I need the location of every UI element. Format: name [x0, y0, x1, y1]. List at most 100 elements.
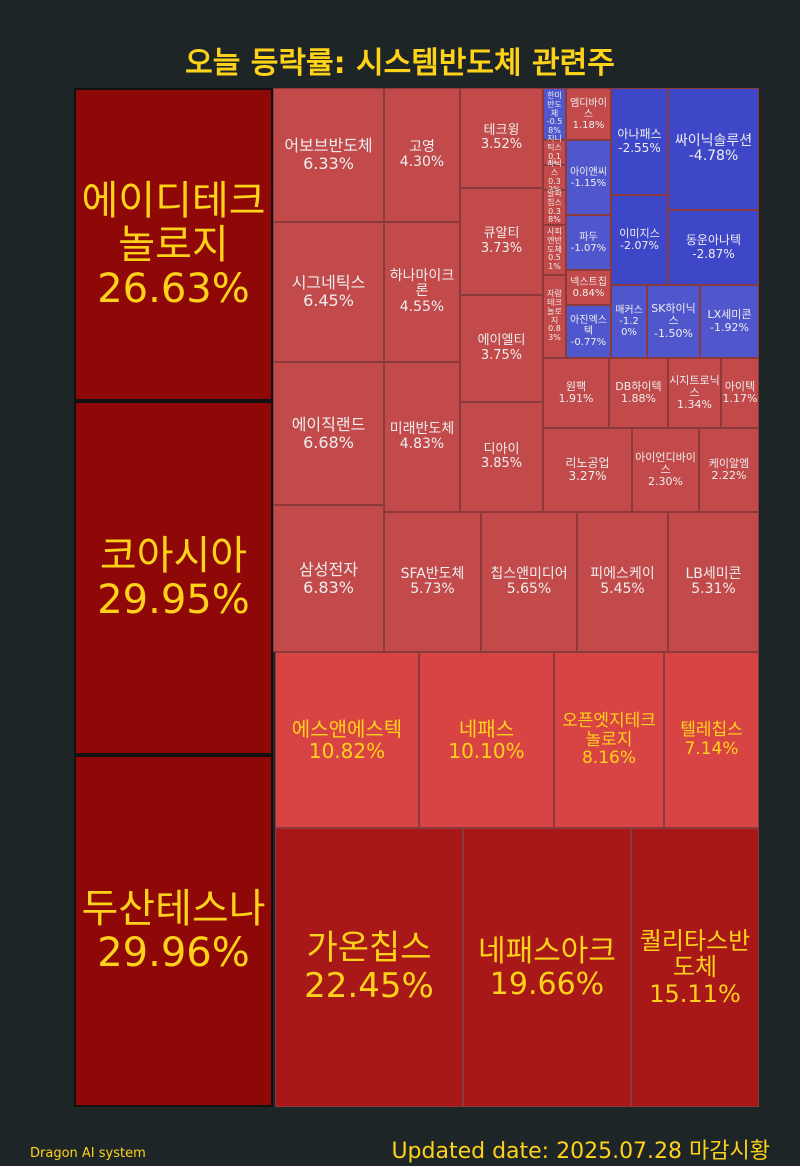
tile: LB세미콘 5.31%	[668, 512, 759, 652]
tile-value: 3.73%	[480, 240, 523, 256]
tile-name: 엠디바이스	[570, 97, 607, 120]
tile-value: 1.88%	[621, 392, 656, 405]
tile-value: 1.18%	[572, 119, 605, 131]
tile-value: 2.30%	[648, 475, 683, 489]
tile-value: 26.63%	[97, 265, 250, 312]
tile-value: -2.87%	[692, 246, 735, 261]
tile-name: 시그네틱스	[291, 273, 366, 293]
tile-value: -1.92%	[710, 320, 749, 334]
tile: 코아시아 29.95%	[74, 401, 273, 755]
tile: 퀄리타스반도체 15.11%	[631, 828, 759, 1107]
tile-name: 파두	[579, 231, 598, 243]
tile-name: SFA반도체	[400, 565, 465, 582]
tile-value: 5.65%	[506, 581, 552, 597]
tile-value: 0.32%	[548, 176, 561, 194]
tile: 어보브반도체 6.33%	[273, 88, 384, 222]
tile: 디아이 3.85%	[460, 402, 543, 512]
tile: 오픈엣지테크놀로지 8.16%	[554, 652, 664, 828]
tile-value: 5.45%	[600, 581, 645, 597]
tile-name: 지니틱스	[547, 133, 562, 152]
tile-value: 3.85%	[480, 456, 523, 471]
tile-name: LX세미콘	[707, 308, 752, 322]
tile: SFA반도체 5.73%	[384, 512, 481, 652]
tile-name: DB하이텍	[615, 379, 662, 393]
tile-name: 리노공업	[565, 455, 610, 470]
tile-name: 라닉스	[547, 158, 562, 177]
tile: 삼성전자 6.83%	[273, 505, 384, 652]
tile: 아이언디바이스 2.30%	[632, 428, 699, 512]
tile: 시그네틱스 6.45%	[273, 222, 384, 362]
tile: 칩스앤미디어 5.65%	[481, 512, 577, 652]
tile-value: -0.58%	[546, 117, 563, 136]
tile: 에스앤에스텍 10.82%	[275, 652, 419, 828]
tile-value: 6.33%	[303, 154, 354, 173]
tile: 에이직랜드 6.68%	[273, 362, 384, 505]
tile: 케이알엠 2.22%	[699, 428, 759, 512]
tile-name: 네패스아크	[478, 933, 616, 969]
tile: LX세미콘 -1.92%	[700, 285, 759, 358]
tile-value: 1.91%	[558, 392, 594, 405]
tile-value: 6.45%	[303, 291, 354, 310]
tile-value: 15.11%	[649, 979, 741, 1008]
tile: 네패스아크 19.66%	[463, 828, 631, 1107]
tile-name: 한미반도체	[547, 91, 562, 118]
tile: 에이엘티 3.75%	[460, 295, 543, 402]
tile: 시지트로닉스 1.34%	[668, 358, 721, 428]
tile-name: 아이텍	[724, 379, 756, 393]
tile-name: 아이언디바이스	[635, 450, 696, 476]
footer-right: Updated date: 2025.07.28 마감시황	[391, 1139, 770, 1164]
tile-name: 에스앤에스텍	[291, 717, 403, 741]
tile: 아이텍 1.17%	[721, 358, 759, 428]
tile: 테크윙 3.52%	[460, 88, 543, 188]
tile: 하나마이크론 4.55%	[384, 222, 460, 362]
tile: 알파칩스 0.38%	[543, 189, 566, 225]
tile-value: 3.27%	[568, 469, 607, 483]
tile-name: 동운아나텍	[685, 233, 742, 248]
chart-title: 오늘 등락률: 시스템반도체 관련주	[185, 46, 615, 81]
tile: 네패스 10.10%	[419, 652, 554, 828]
tile: 엠디바이스 1.18%	[566, 88, 611, 140]
tile: 사피엔반도체 0.51%	[543, 225, 566, 275]
tile-value: -1.20%	[619, 316, 639, 338]
tile: 이미지스 -2.07%	[611, 195, 668, 285]
tile: 텔레칩스 7.14%	[664, 652, 759, 828]
tile-name: 하나마이크론	[389, 267, 455, 300]
tile: 동운아나텍 -2.87%	[668, 210, 759, 285]
tile: 두산테스나 29.96%	[74, 755, 273, 1107]
tile-name: 어보브반도체	[284, 136, 373, 156]
tile-name: 아나패스	[617, 127, 662, 142]
tile: SK하이닉스 -1.50%	[647, 285, 700, 358]
tile-name: 텔레칩스	[680, 720, 743, 741]
tile: 원팩 1.91%	[543, 358, 609, 428]
tile-name: 가온칩스	[306, 928, 432, 969]
tile-value: 1.17%	[722, 392, 758, 405]
tile-name: 오픈엣지테크놀로지	[562, 710, 656, 750]
tile-name: 큐알티	[483, 226, 520, 242]
tile: 큐알티 3.73%	[460, 188, 543, 295]
tile-name: 두산테스나	[81, 886, 266, 932]
tile-value: 1.34%	[677, 398, 712, 412]
tile-value: 5.73%	[410, 581, 455, 597]
tile: 피에스케이 5.45%	[577, 512, 668, 652]
tile-name: 자람테크놀로지	[547, 289, 562, 325]
tile-value: -1.50%	[654, 326, 693, 340]
footer-left: Dragon AI system	[30, 1146, 146, 1161]
tile: 아나패스 -2.55%	[611, 88, 668, 195]
tile: 미래반도체 4.83%	[384, 362, 460, 512]
tile: 에이디테크놀로지 26.63%	[74, 88, 273, 401]
tile-value: 2.22%	[711, 469, 747, 482]
tile-value: 10.82%	[308, 739, 386, 763]
tile: 한미반도체 -0.58%	[543, 88, 566, 140]
tile-name: 시지트로닉스	[669, 373, 720, 399]
tile-name: 고영	[409, 138, 435, 155]
tile-value: 4.30%	[399, 154, 445, 170]
tile-value: 8.16%	[581, 748, 636, 769]
tile-value: 0.51%	[548, 253, 561, 272]
tile-value: 6.68%	[303, 432, 354, 452]
tile-value: 19.66%	[489, 966, 605, 1002]
tile-value: 0.84%	[572, 287, 605, 299]
tile-name: 아이앤씨	[570, 166, 607, 178]
tile-name: 퀄리타스반도체	[639, 926, 751, 982]
